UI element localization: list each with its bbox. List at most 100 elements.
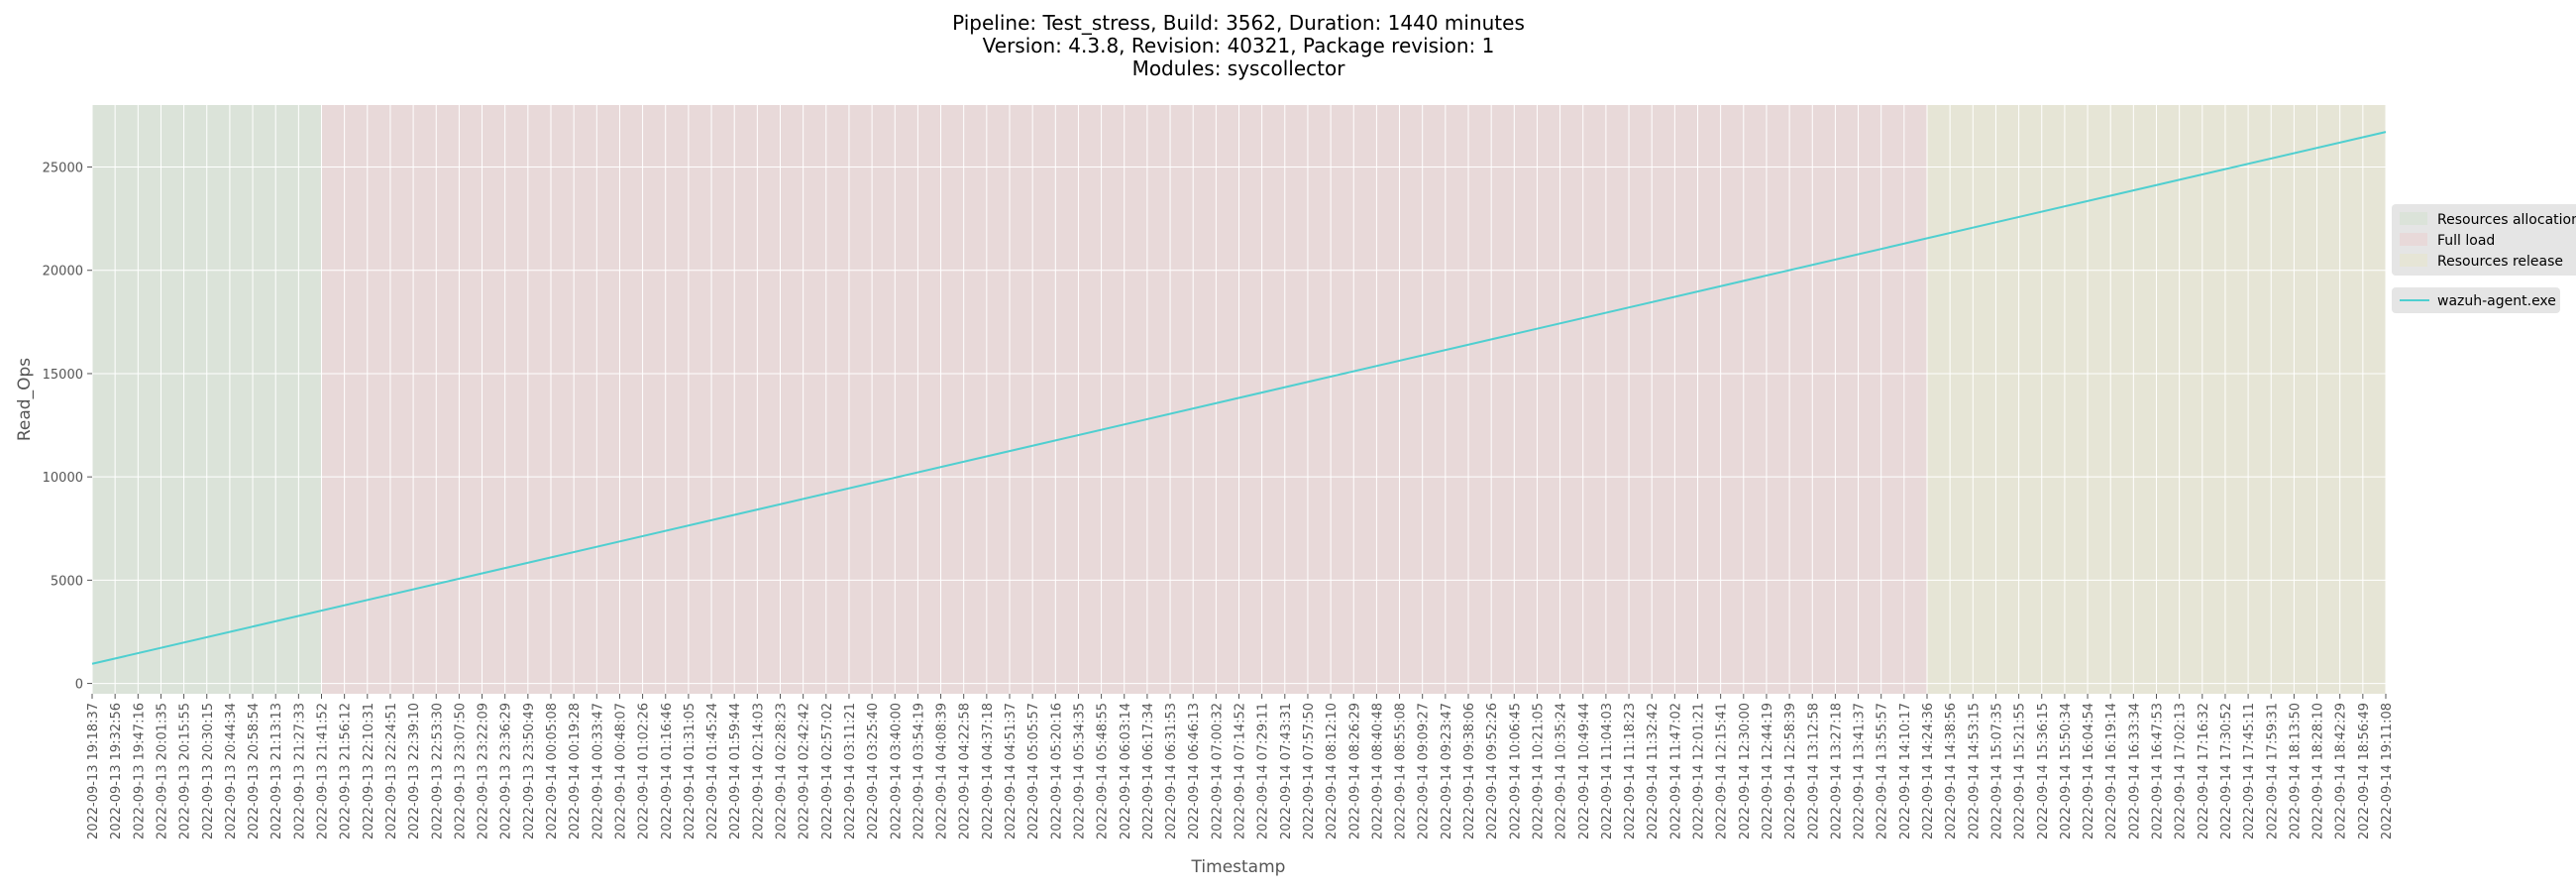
x-tick-label: 2022-09-14 16:33:34 xyxy=(2127,703,2142,839)
x-tick-label: 2022-09-14 06:03:14 xyxy=(1119,703,1133,839)
legend-series-frame xyxy=(2392,287,2560,313)
x-tick-label: 2022-09-14 02:14:03 xyxy=(751,703,766,839)
x-tick-label: 2022-09-14 01:02:26 xyxy=(637,703,652,839)
x-tick-label: 2022-09-14 03:40:00 xyxy=(889,703,904,839)
x-tick-label: 2022-09-13 21:56:12 xyxy=(339,703,354,839)
x-tick-label: 2022-09-14 07:00:32 xyxy=(1210,703,1225,839)
legend-swatch-phase xyxy=(2400,212,2427,225)
x-tick-label: 2022-09-13 22:24:51 xyxy=(384,703,399,839)
x-tick-label: 2022-09-14 02:42:42 xyxy=(798,703,812,839)
series-line-0 xyxy=(91,131,2387,665)
x-tick-label: 2022-09-13 19:18:37 xyxy=(86,703,101,839)
x-tick-label: 2022-09-14 13:41:37 xyxy=(1853,703,1868,839)
x-tick-label: 2022-09-14 10:49:44 xyxy=(1577,703,1592,839)
x-tick-label: 2022-09-13 23:36:29 xyxy=(499,703,514,839)
x-tick-label: 2022-09-14 12:15:41 xyxy=(1715,703,1730,839)
x-tick-label: 2022-09-13 22:39:10 xyxy=(407,703,422,839)
y-tick-label: 10000 xyxy=(43,471,83,486)
x-tick-label: 2022-09-14 05:20:16 xyxy=(1049,703,1064,839)
legend-label-phase: Resources allocation xyxy=(2437,212,2576,228)
x-tick-label: 2022-09-13 21:27:33 xyxy=(292,703,307,839)
x-tick-label: 2022-09-14 04:08:39 xyxy=(935,703,950,839)
x-tick-label: 2022-09-14 10:35:24 xyxy=(1555,703,1569,839)
x-tick-label: 2022-09-14 17:45:11 xyxy=(2242,703,2257,839)
chart-title-line-1: Pipeline: Test_stress, Build: 3562, Dura… xyxy=(952,11,1525,35)
x-tick-label: 2022-09-14 17:02:13 xyxy=(2174,703,2189,839)
x-tick-label: 2022-09-14 12:44:19 xyxy=(1761,703,1775,839)
legend-label-phase: Full load xyxy=(2437,233,2495,249)
x-tick-label: 2022-09-13 21:13:13 xyxy=(269,703,284,839)
x-tick-label: 2022-09-14 08:40:48 xyxy=(1370,703,1385,839)
x-tick-label: 2022-09-14 06:17:34 xyxy=(1141,703,1156,839)
x-tick-label: 2022-09-14 08:12:10 xyxy=(1325,703,1340,839)
x-tick-label: 2022-09-14 15:21:55 xyxy=(2013,703,2028,839)
x-tick-label: 2022-09-14 00:48:07 xyxy=(613,703,628,839)
legend-phases-frame xyxy=(2392,204,2576,276)
x-tick-label: 2022-09-13 20:44:34 xyxy=(224,703,239,839)
legend-swatch-phase xyxy=(2400,254,2427,267)
x-tick-label: 2022-09-14 05:34:35 xyxy=(1072,703,1087,839)
x-tick-label: 2022-09-14 02:57:02 xyxy=(820,703,835,839)
x-axis-label: Timestamp xyxy=(1191,857,1286,877)
x-tick-label: 2022-09-14 13:12:58 xyxy=(1806,703,1821,839)
x-tick-label: 2022-09-14 16:47:53 xyxy=(2151,703,2166,839)
legend-swatch-phase xyxy=(2400,233,2427,246)
x-tick-label: 2022-09-14 16:19:14 xyxy=(2104,703,2119,839)
x-tick-label: 2022-09-14 07:29:11 xyxy=(1256,703,1271,839)
x-tick-label: 2022-09-14 13:27:18 xyxy=(1829,703,1844,839)
y-tick-label: 5000 xyxy=(51,574,83,589)
x-tick-label: 2022-09-14 18:56:49 xyxy=(2357,703,2372,839)
x-tick-label: 2022-09-14 14:10:17 xyxy=(1898,703,1913,839)
x-tick-label: 2022-09-14 07:57:50 xyxy=(1302,703,1317,839)
chart-title-line-2: Version: 4.3.8, Revision: 40321, Package… xyxy=(983,34,1495,57)
x-tick-label: 2022-09-14 01:31:05 xyxy=(683,703,698,839)
x-tick-label: 2022-09-14 12:58:39 xyxy=(1783,703,1798,839)
x-tick-label: 2022-09-14 07:14:52 xyxy=(1234,703,1248,839)
x-tick-label: 2022-09-13 19:47:16 xyxy=(132,703,147,839)
x-tick-label: 2022-09-14 15:07:35 xyxy=(1989,703,2004,839)
x-tick-label: 2022-09-13 21:41:52 xyxy=(316,703,331,839)
x-tick-label: 2022-09-13 20:58:54 xyxy=(247,703,262,839)
x-tick-label: 2022-09-14 03:25:40 xyxy=(866,703,881,839)
x-tick-label: 2022-09-13 20:15:55 xyxy=(178,703,193,839)
x-tick-label: 2022-09-14 09:52:26 xyxy=(1485,703,1500,839)
x-tick-label: 2022-09-14 03:54:19 xyxy=(912,703,926,839)
grid-lines xyxy=(91,105,2387,694)
series-lines xyxy=(91,131,2387,665)
x-tick-label: 2022-09-14 09:38:06 xyxy=(1462,703,1477,839)
x-tick-label: 2022-09-13 22:53:30 xyxy=(430,703,445,839)
x-tick-label: 2022-09-14 01:45:24 xyxy=(705,703,720,839)
x-tick-label: 2022-09-14 00:19:28 xyxy=(568,703,583,839)
y-axis-label: Read_Ops xyxy=(15,358,35,441)
y-tick-label: 0 xyxy=(75,678,83,693)
x-tick-label: 2022-09-14 03:11:21 xyxy=(843,703,858,839)
x-tick-label: 2022-09-14 11:18:23 xyxy=(1623,703,1638,839)
x-tick-label: 2022-09-14 06:46:13 xyxy=(1187,703,1202,839)
x-tick-label: 2022-09-14 09:09:27 xyxy=(1417,703,1432,839)
x-tick-label: 2022-09-14 04:51:37 xyxy=(1004,703,1019,839)
x-tick-label: 2022-09-14 14:53:15 xyxy=(1967,703,1982,839)
chart-title: Pipeline: Test_stress, Build: 3562, Dura… xyxy=(952,11,1525,80)
x-tick-label: 2022-09-13 23:22:09 xyxy=(477,703,491,839)
x-tick-label: 2022-09-14 17:16:32 xyxy=(2197,703,2211,839)
x-tick-label: 2022-09-13 19:32:56 xyxy=(109,703,124,839)
x-tick-label: 2022-09-13 20:01:35 xyxy=(155,703,169,839)
x-tick-label: 2022-09-14 18:13:50 xyxy=(2288,703,2303,839)
x-tick-label: 2022-09-14 14:24:36 xyxy=(1921,703,1936,839)
x-tick-label: 2022-09-14 16:04:54 xyxy=(2082,703,2096,839)
x-tick-label: 2022-09-13 23:07:50 xyxy=(453,703,468,839)
x-tick-label: 2022-09-14 04:22:58 xyxy=(958,703,973,839)
x-tick-label: 2022-09-14 15:50:34 xyxy=(2059,703,2074,839)
x-tick-label: 2022-09-14 17:59:31 xyxy=(2265,703,2280,839)
x-tick-label: 2022-09-14 17:30:52 xyxy=(2219,703,2234,839)
x-tick-label: 2022-09-14 04:37:18 xyxy=(981,703,996,839)
x-tick-label: 2022-09-13 20:30:15 xyxy=(201,703,216,839)
legend-label-series: wazuh-agent.exe xyxy=(2437,293,2556,309)
x-tick-label: 2022-09-14 06:31:53 xyxy=(1164,703,1179,839)
x-tick-label: 2022-09-14 01:59:44 xyxy=(728,703,743,839)
x-tick-label: 2022-09-13 23:50:49 xyxy=(522,703,537,839)
x-tick-label: 2022-09-14 11:32:42 xyxy=(1646,703,1661,839)
x-tick-label: 2022-09-14 09:23:47 xyxy=(1440,703,1454,839)
x-tick-label: 2022-09-14 07:43:31 xyxy=(1279,703,1294,839)
